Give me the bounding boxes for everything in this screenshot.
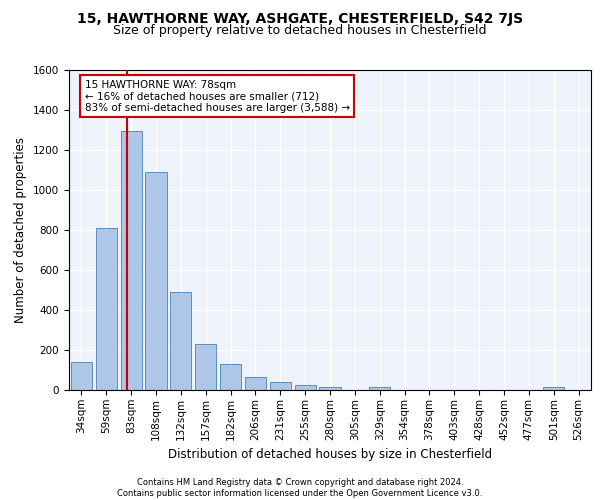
Bar <box>145 172 167 390</box>
Bar <box>121 131 142 390</box>
Bar <box>319 387 341 390</box>
Bar <box>369 387 390 390</box>
Bar <box>220 364 241 390</box>
Text: 15, HAWTHORNE WAY, ASHGATE, CHESTERFIELD, S42 7JS: 15, HAWTHORNE WAY, ASHGATE, CHESTERFIELD… <box>77 12 523 26</box>
Bar <box>71 362 92 390</box>
Y-axis label: Number of detached properties: Number of detached properties <box>14 137 28 323</box>
Bar <box>295 384 316 390</box>
Text: 15 HAWTHORNE WAY: 78sqm
← 16% of detached houses are smaller (712)
83% of semi-d: 15 HAWTHORNE WAY: 78sqm ← 16% of detache… <box>85 80 350 113</box>
Bar <box>96 228 117 390</box>
Bar <box>270 382 291 390</box>
Bar <box>245 377 266 390</box>
Bar <box>543 387 564 390</box>
Bar <box>170 292 191 390</box>
Bar <box>195 344 216 390</box>
Text: Size of property relative to detached houses in Chesterfield: Size of property relative to detached ho… <box>113 24 487 37</box>
X-axis label: Distribution of detached houses by size in Chesterfield: Distribution of detached houses by size … <box>168 448 492 461</box>
Text: Contains HM Land Registry data © Crown copyright and database right 2024.
Contai: Contains HM Land Registry data © Crown c… <box>118 478 482 498</box>
